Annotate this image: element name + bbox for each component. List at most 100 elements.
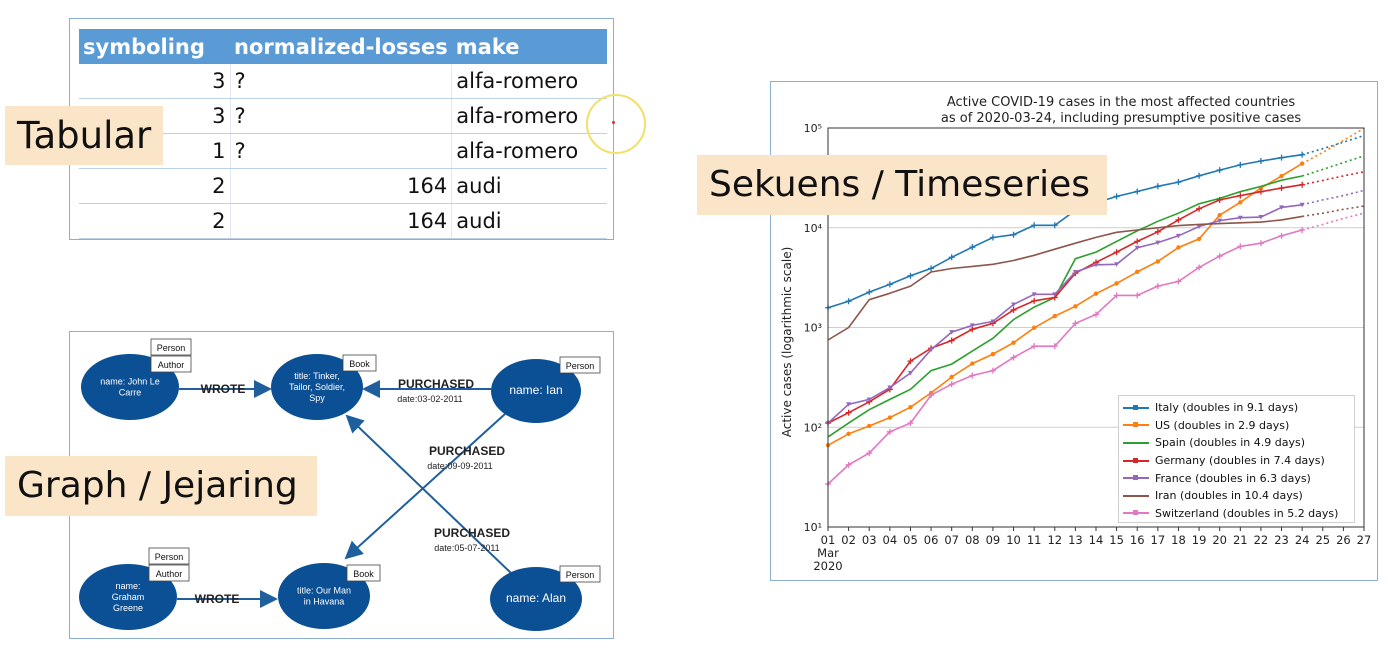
data-point: [846, 402, 852, 407]
x-tick-label: 14: [1089, 533, 1104, 547]
data-point: [907, 420, 914, 427]
data-point: [1175, 233, 1181, 239]
graph-node-text: Spy: [309, 393, 325, 403]
node-tag-box: [346, 564, 381, 582]
data-point: [1175, 216, 1182, 223]
node-tag-label: Book: [353, 569, 374, 579]
data-point: [1238, 200, 1243, 205]
data-point: [1196, 264, 1203, 271]
series-projection-4: [1302, 189, 1365, 206]
series-line-4: [827, 204, 1303, 424]
data-point: [970, 361, 975, 366]
data-point: [1175, 278, 1182, 285]
node-tag-label: Person: [157, 343, 186, 353]
data-point: [1279, 173, 1284, 179]
x-tick-label: 19: [1192, 533, 1207, 547]
chart-subtitle: as of 2020-03-24, including presumptive …: [941, 111, 1301, 126]
table-cell: 164: [230, 203, 453, 239]
graph-node-text: Graham: [112, 592, 145, 602]
node-tag-box: [342, 354, 377, 372]
data-point: [845, 461, 852, 468]
data-point: [1093, 291, 1099, 296]
x-tick-label: 10: [1006, 533, 1021, 547]
y-tick-label: 10¹: [804, 521, 822, 534]
table-cell: audi: [451, 203, 607, 239]
node-tag-label: Author: [156, 569, 183, 579]
node-tag-label: Author: [158, 360, 185, 370]
data-point: [866, 450, 873, 457]
legend-label: Italy (doubles in 9.1 days): [1155, 401, 1299, 415]
table-header-row: symboling normalized-losses make: [79, 29, 607, 64]
data-point: [1134, 238, 1141, 245]
table-cell: audi: [451, 168, 607, 204]
data-point: [1217, 218, 1223, 224]
data-point: [1051, 222, 1058, 229]
data-point: [1154, 183, 1161, 190]
data-point: [1051, 343, 1058, 350]
legend-swatch: [1123, 510, 1149, 516]
y-tick-label: 10³: [804, 322, 822, 335]
data-point: [1113, 249, 1120, 256]
y-tick-label: 10²: [804, 421, 822, 434]
edge-label-purchased: PURCHASED: [434, 526, 510, 540]
data-point: [1279, 205, 1285, 210]
node-tag-box: [559, 565, 601, 583]
legend-label: Iran (doubles in 10.4 days): [1155, 489, 1303, 503]
graph-node-text: Carre: [119, 388, 142, 398]
x-tick-label: 16: [1130, 533, 1145, 547]
data-point: [908, 404, 913, 410]
data-point: [1031, 222, 1038, 229]
covid-chart: Active COVID-19 cases in the most affect…: [780, 95, 1371, 573]
table-cell: 3: [79, 64, 231, 99]
legend-item: US (doubles in 2.9 days): [1123, 417, 1354, 435]
data-point: [1113, 292, 1120, 299]
edge-label-date: date:05-07-2011: [434, 543, 499, 553]
legend-label: Switzerland (doubles in 5.2 days): [1155, 506, 1339, 520]
graph-node-tinker: [271, 354, 363, 420]
tabular-panel: symboling normalized-losses make 3 ? alf…: [69, 18, 614, 240]
data-point: [846, 431, 851, 436]
x-tick-label: 26: [1336, 533, 1351, 547]
data-point: [1175, 179, 1182, 186]
x-tick-label: 23: [1274, 533, 1289, 547]
column-header: symboling: [79, 29, 230, 64]
legend-item: Switzerland (doubles in 5.2 days): [1123, 505, 1354, 523]
graph-node-text: name:: [115, 581, 140, 591]
data-point: [1237, 192, 1244, 199]
table-cell: ?: [230, 133, 453, 169]
data-point: [866, 397, 872, 402]
x-tick-label: 22: [1254, 533, 1269, 547]
data-point: [1135, 269, 1140, 275]
data-point: [907, 370, 913, 376]
legend-item: Spain (doubles in 4.9 days): [1123, 434, 1354, 452]
data-point: [1196, 224, 1202, 229]
node-tag-box: [150, 338, 192, 356]
data-point: [949, 330, 955, 335]
node-tag-box: [148, 564, 190, 582]
table-cell: ?: [230, 64, 453, 99]
data-point: [1114, 262, 1120, 267]
data-point: [1258, 215, 1264, 220]
data-point: [928, 347, 934, 353]
cursor-pointer-icon: [612, 121, 615, 124]
y-tick-label: 10⁵: [804, 122, 822, 135]
data-point: [1278, 154, 1285, 161]
data-point: [1010, 354, 1017, 361]
data-point: [907, 272, 914, 279]
data-point: [1216, 196, 1223, 203]
series-line-2: [827, 175, 1303, 438]
data-point: [948, 381, 955, 388]
x-tick-label: 24: [1295, 533, 1310, 547]
series-line-6: [827, 229, 1303, 485]
x-tick-label: 01: [821, 533, 836, 547]
data-point: [1299, 151, 1306, 158]
graph-node-text: title: Our Man: [297, 586, 351, 596]
table-cell: alfa-romero: [451, 133, 607, 169]
series-projection-5: [1302, 205, 1365, 218]
y-axis-label: Active cases (logarithmic scale): [780, 247, 794, 438]
table-row: 2 164 audi: [79, 168, 607, 204]
data-point: [1010, 306, 1017, 313]
data-point: [1154, 228, 1161, 235]
